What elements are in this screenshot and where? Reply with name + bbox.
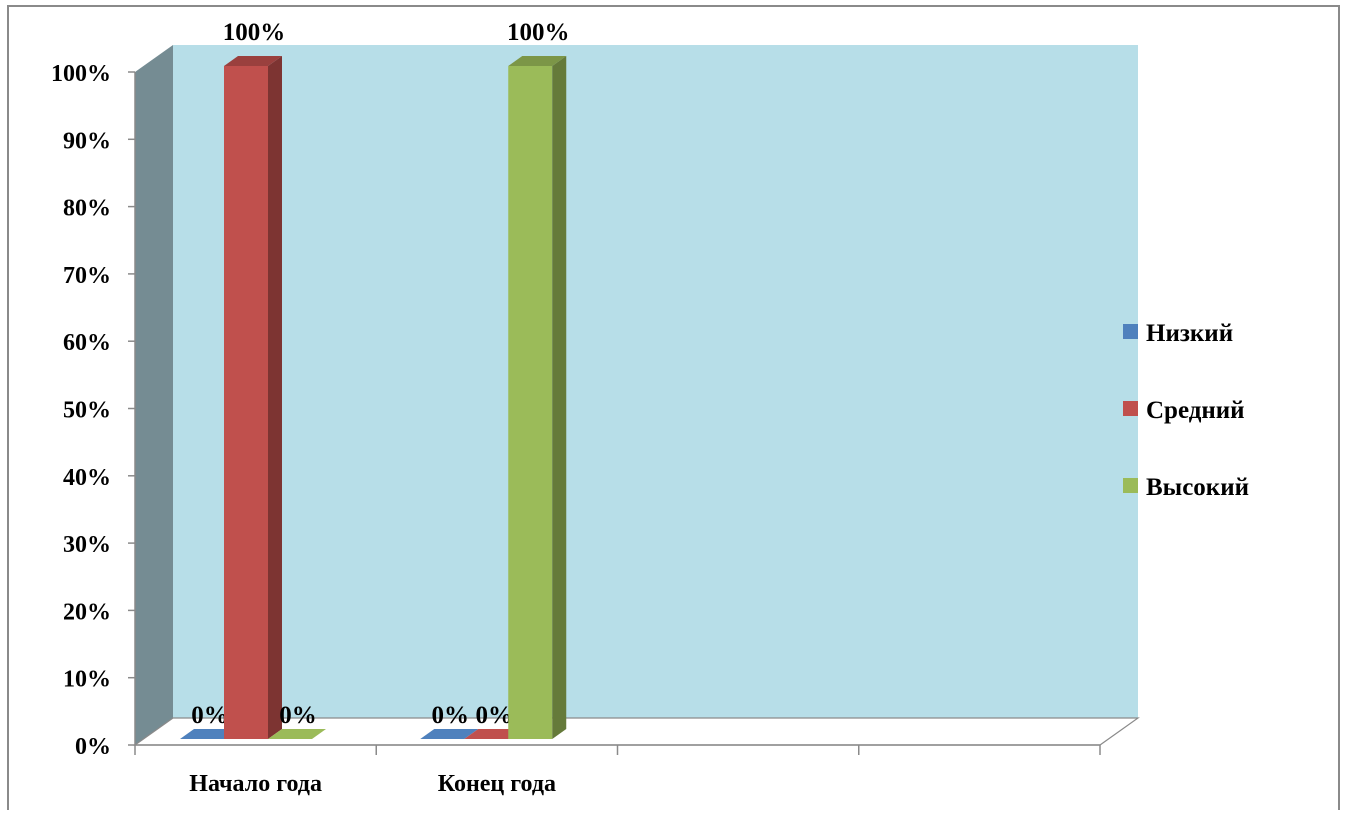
bar-front — [224, 66, 268, 739]
y-tick-label: 0% — [75, 734, 111, 760]
data-label: 100% — [507, 19, 570, 46]
y-tick-label: 40% — [63, 465, 111, 491]
bar-Средний-0 — [224, 56, 282, 739]
data-label: 0% — [432, 702, 470, 729]
bar-Низкий-0 — [180, 729, 238, 739]
y-tick-label: 70% — [63, 263, 111, 289]
bar-side — [552, 56, 567, 739]
y-tick-label: 80% — [63, 196, 111, 222]
legend-swatch-Низкий — [1123, 324, 1138, 339]
bar-side — [268, 56, 282, 739]
bar-top — [224, 56, 282, 66]
y-tick-label: 30% — [63, 532, 111, 558]
y-tick-label: 20% — [63, 599, 111, 625]
chart-frame — [7, 5, 1340, 810]
data-label: 100% — [223, 19, 286, 46]
y-tick-label: 100% — [51, 61, 111, 87]
bar-flat — [464, 729, 523, 739]
bar-Высокий-1 — [508, 56, 567, 739]
side-wall — [135, 45, 173, 745]
bar-flat — [180, 729, 238, 739]
y-tick-label: 90% — [63, 128, 111, 154]
y-tick-label: 10% — [63, 667, 111, 693]
back-wall — [173, 45, 1138, 718]
bar-Низкий-1 — [420, 729, 479, 739]
bar-flat — [420, 729, 479, 739]
y-tick-label: 50% — [63, 398, 111, 424]
bar-Высокий-0 — [268, 729, 326, 739]
data-label: 0% — [279, 702, 317, 729]
legend-label: Низкий — [1146, 320, 1233, 347]
data-label: 0% — [476, 702, 514, 729]
legend-label: Средний — [1146, 397, 1245, 424]
bar-Средний-1 — [464, 729, 523, 739]
legend-label: Высокий — [1146, 474, 1249, 501]
x-tick-label: Начало года — [189, 771, 322, 797]
bar-top — [508, 56, 567, 66]
legend-swatch-Средний — [1123, 401, 1138, 416]
bar-flat — [268, 729, 326, 739]
y-tick-label: 60% — [63, 330, 111, 356]
legend-swatch-Высокий — [1123, 478, 1138, 493]
bar-front — [508, 66, 553, 739]
x-tick-label: Конец года — [438, 771, 556, 797]
data-label: 0% — [191, 702, 229, 729]
